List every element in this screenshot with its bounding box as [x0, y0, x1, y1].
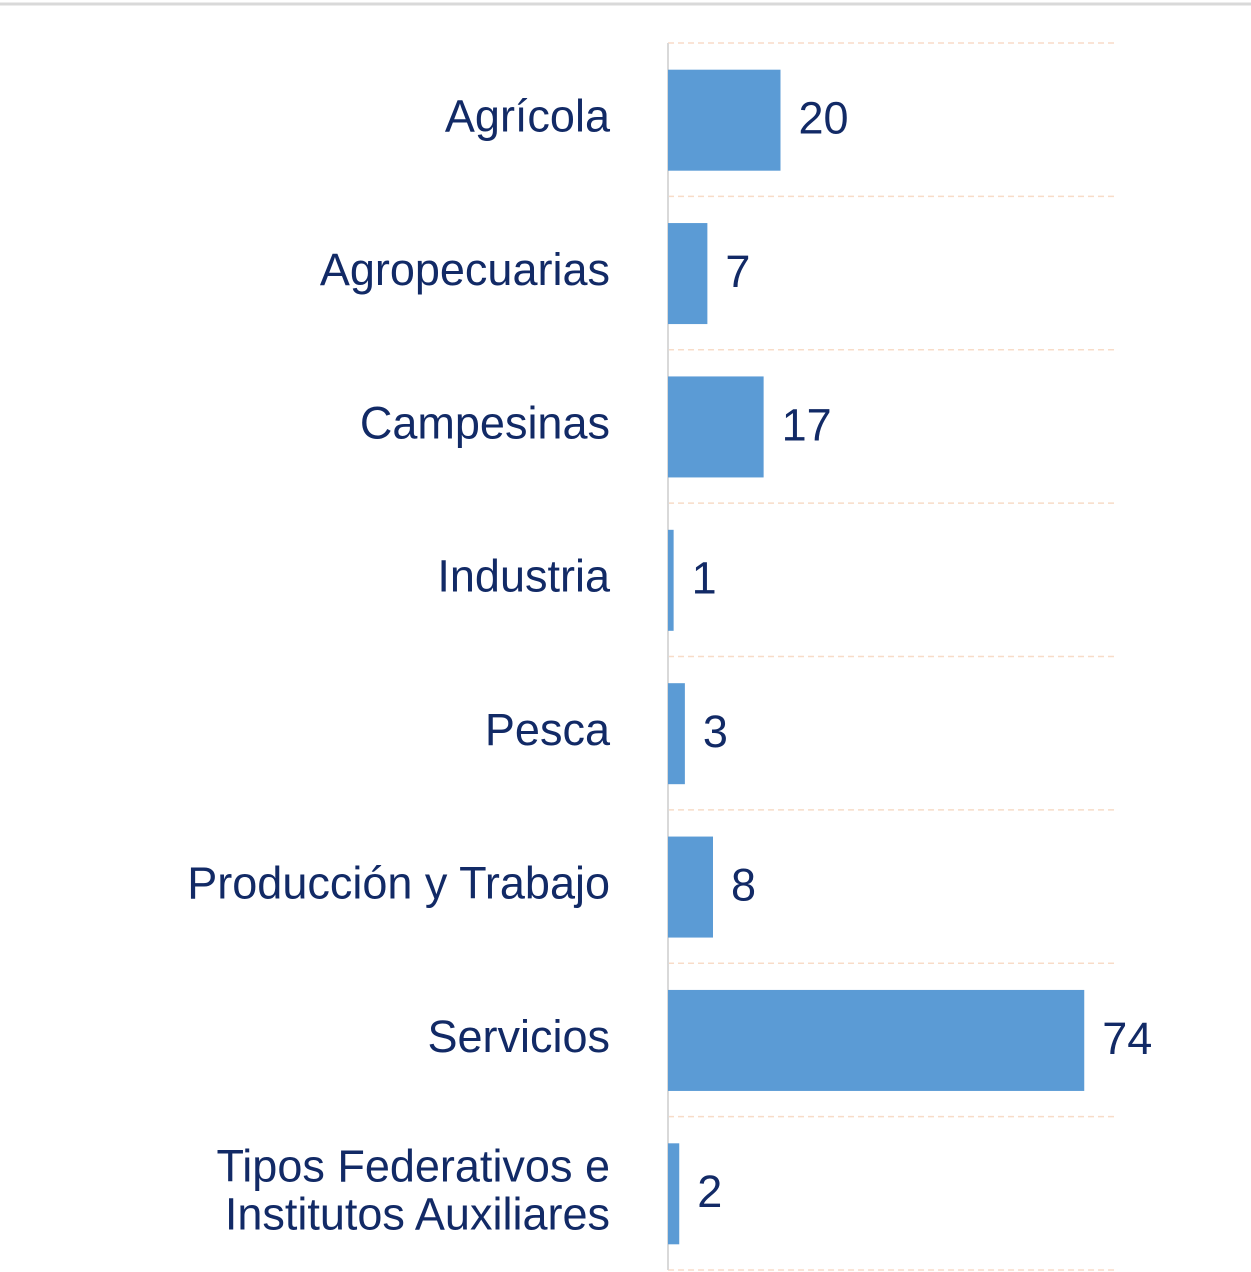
value-label: 1	[692, 553, 717, 604]
bar	[668, 989, 1085, 1091]
bar	[668, 836, 713, 938]
y-tick-label: Campesinas	[360, 397, 610, 448]
y-tick-label: Tipos Federativos e Institutos Auxiliares	[216, 1140, 610, 1239]
value-label: 8	[731, 859, 756, 910]
value-label: 20	[799, 93, 849, 144]
bar	[668, 223, 708, 325]
y-tick-label: Agrícola	[445, 91, 611, 142]
bar	[668, 1143, 680, 1245]
value-label: 7	[725, 246, 750, 297]
bar	[668, 376, 764, 478]
y-tick-label: Producción y Trabajo	[187, 857, 610, 908]
y-tick-label: Agropecuarias	[320, 244, 610, 295]
bar	[668, 529, 674, 631]
bar	[668, 69, 781, 171]
value-label: 2	[697, 1166, 722, 1217]
y-tick-label: Servicios	[427, 1011, 610, 1062]
y-tick-label: Pesca	[485, 704, 611, 755]
y-tick-label: Industria	[437, 551, 611, 602]
value-label: 74	[1102, 1013, 1152, 1064]
value-label: 17	[782, 399, 832, 450]
value-label: 3	[703, 706, 728, 757]
bar	[668, 683, 685, 785]
